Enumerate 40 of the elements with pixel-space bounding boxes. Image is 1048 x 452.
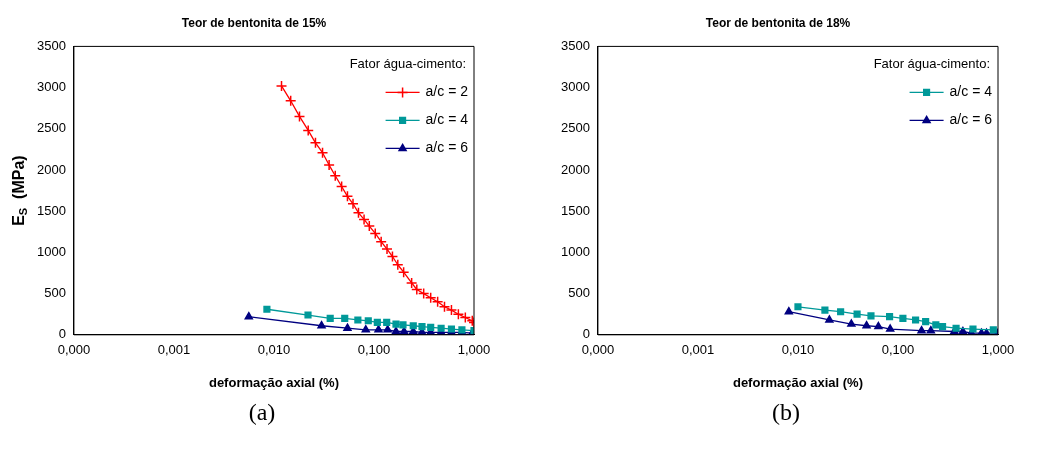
y-tick-label: 3500	[561, 37, 590, 53]
text: (b)	[772, 399, 800, 426]
legend-label: a/c = 2	[425, 83, 469, 100]
y-tick-label: 1000	[561, 243, 590, 259]
y-tick-label: 2000	[37, 161, 66, 177]
legend-label: a/c = 6	[949, 111, 993, 128]
legend-label: a/c = 4	[949, 83, 993, 100]
y-tick-label: 500	[44, 285, 66, 301]
x-tick-label: 0,000	[581, 342, 615, 358]
x-tick-label: 0,010	[257, 342, 291, 358]
x-axis-title: deformação axial (%)	[732, 374, 863, 390]
legend-title: Fator água-cimento:	[349, 55, 467, 71]
y-tick-label: 0	[58, 326, 66, 342]
x-tick-label: 0,010	[781, 342, 815, 358]
y-tick-label: 0	[582, 326, 590, 342]
chart-title: Teor de bentonita de 15%	[181, 15, 327, 30]
chart-title: Teor de bentonita de 18%	[705, 15, 851, 30]
y-tick-label: 500	[568, 285, 590, 301]
x-tick-label: 1,000	[457, 342, 491, 358]
y-tick-label: 1500	[37, 202, 66, 218]
y-axis-title: ES (MPa)	[10, 155, 30, 226]
legend-title: Fator água-cimento:	[873, 55, 991, 71]
x-axis-title: deformação axial (%)	[208, 374, 339, 390]
text: (a)	[248, 399, 276, 426]
y-tick-label: 1500	[561, 202, 590, 218]
y-tick-label: 3000	[37, 79, 66, 95]
x-tick-label: 0,000	[57, 342, 91, 358]
legend-label: a/c = 6	[425, 139, 469, 156]
legend-label: a/c = 4	[425, 111, 469, 128]
y-tick-label: 2000	[561, 161, 590, 177]
x-tick-label: 1,000	[981, 342, 1015, 358]
y-tick-label: 2500	[37, 120, 66, 136]
x-tick-label: 0,100	[881, 342, 915, 358]
x-tick-label: 0,001	[157, 342, 191, 358]
y-tick-label: 3000	[561, 79, 590, 95]
x-tick-label: 0,100	[357, 342, 391, 358]
x-tick-label: 0,001	[681, 342, 715, 358]
y-tick-label: 2500	[561, 120, 590, 136]
y-tick-label: 1000	[37, 243, 66, 259]
y-tick-label: 3500	[37, 37, 66, 53]
